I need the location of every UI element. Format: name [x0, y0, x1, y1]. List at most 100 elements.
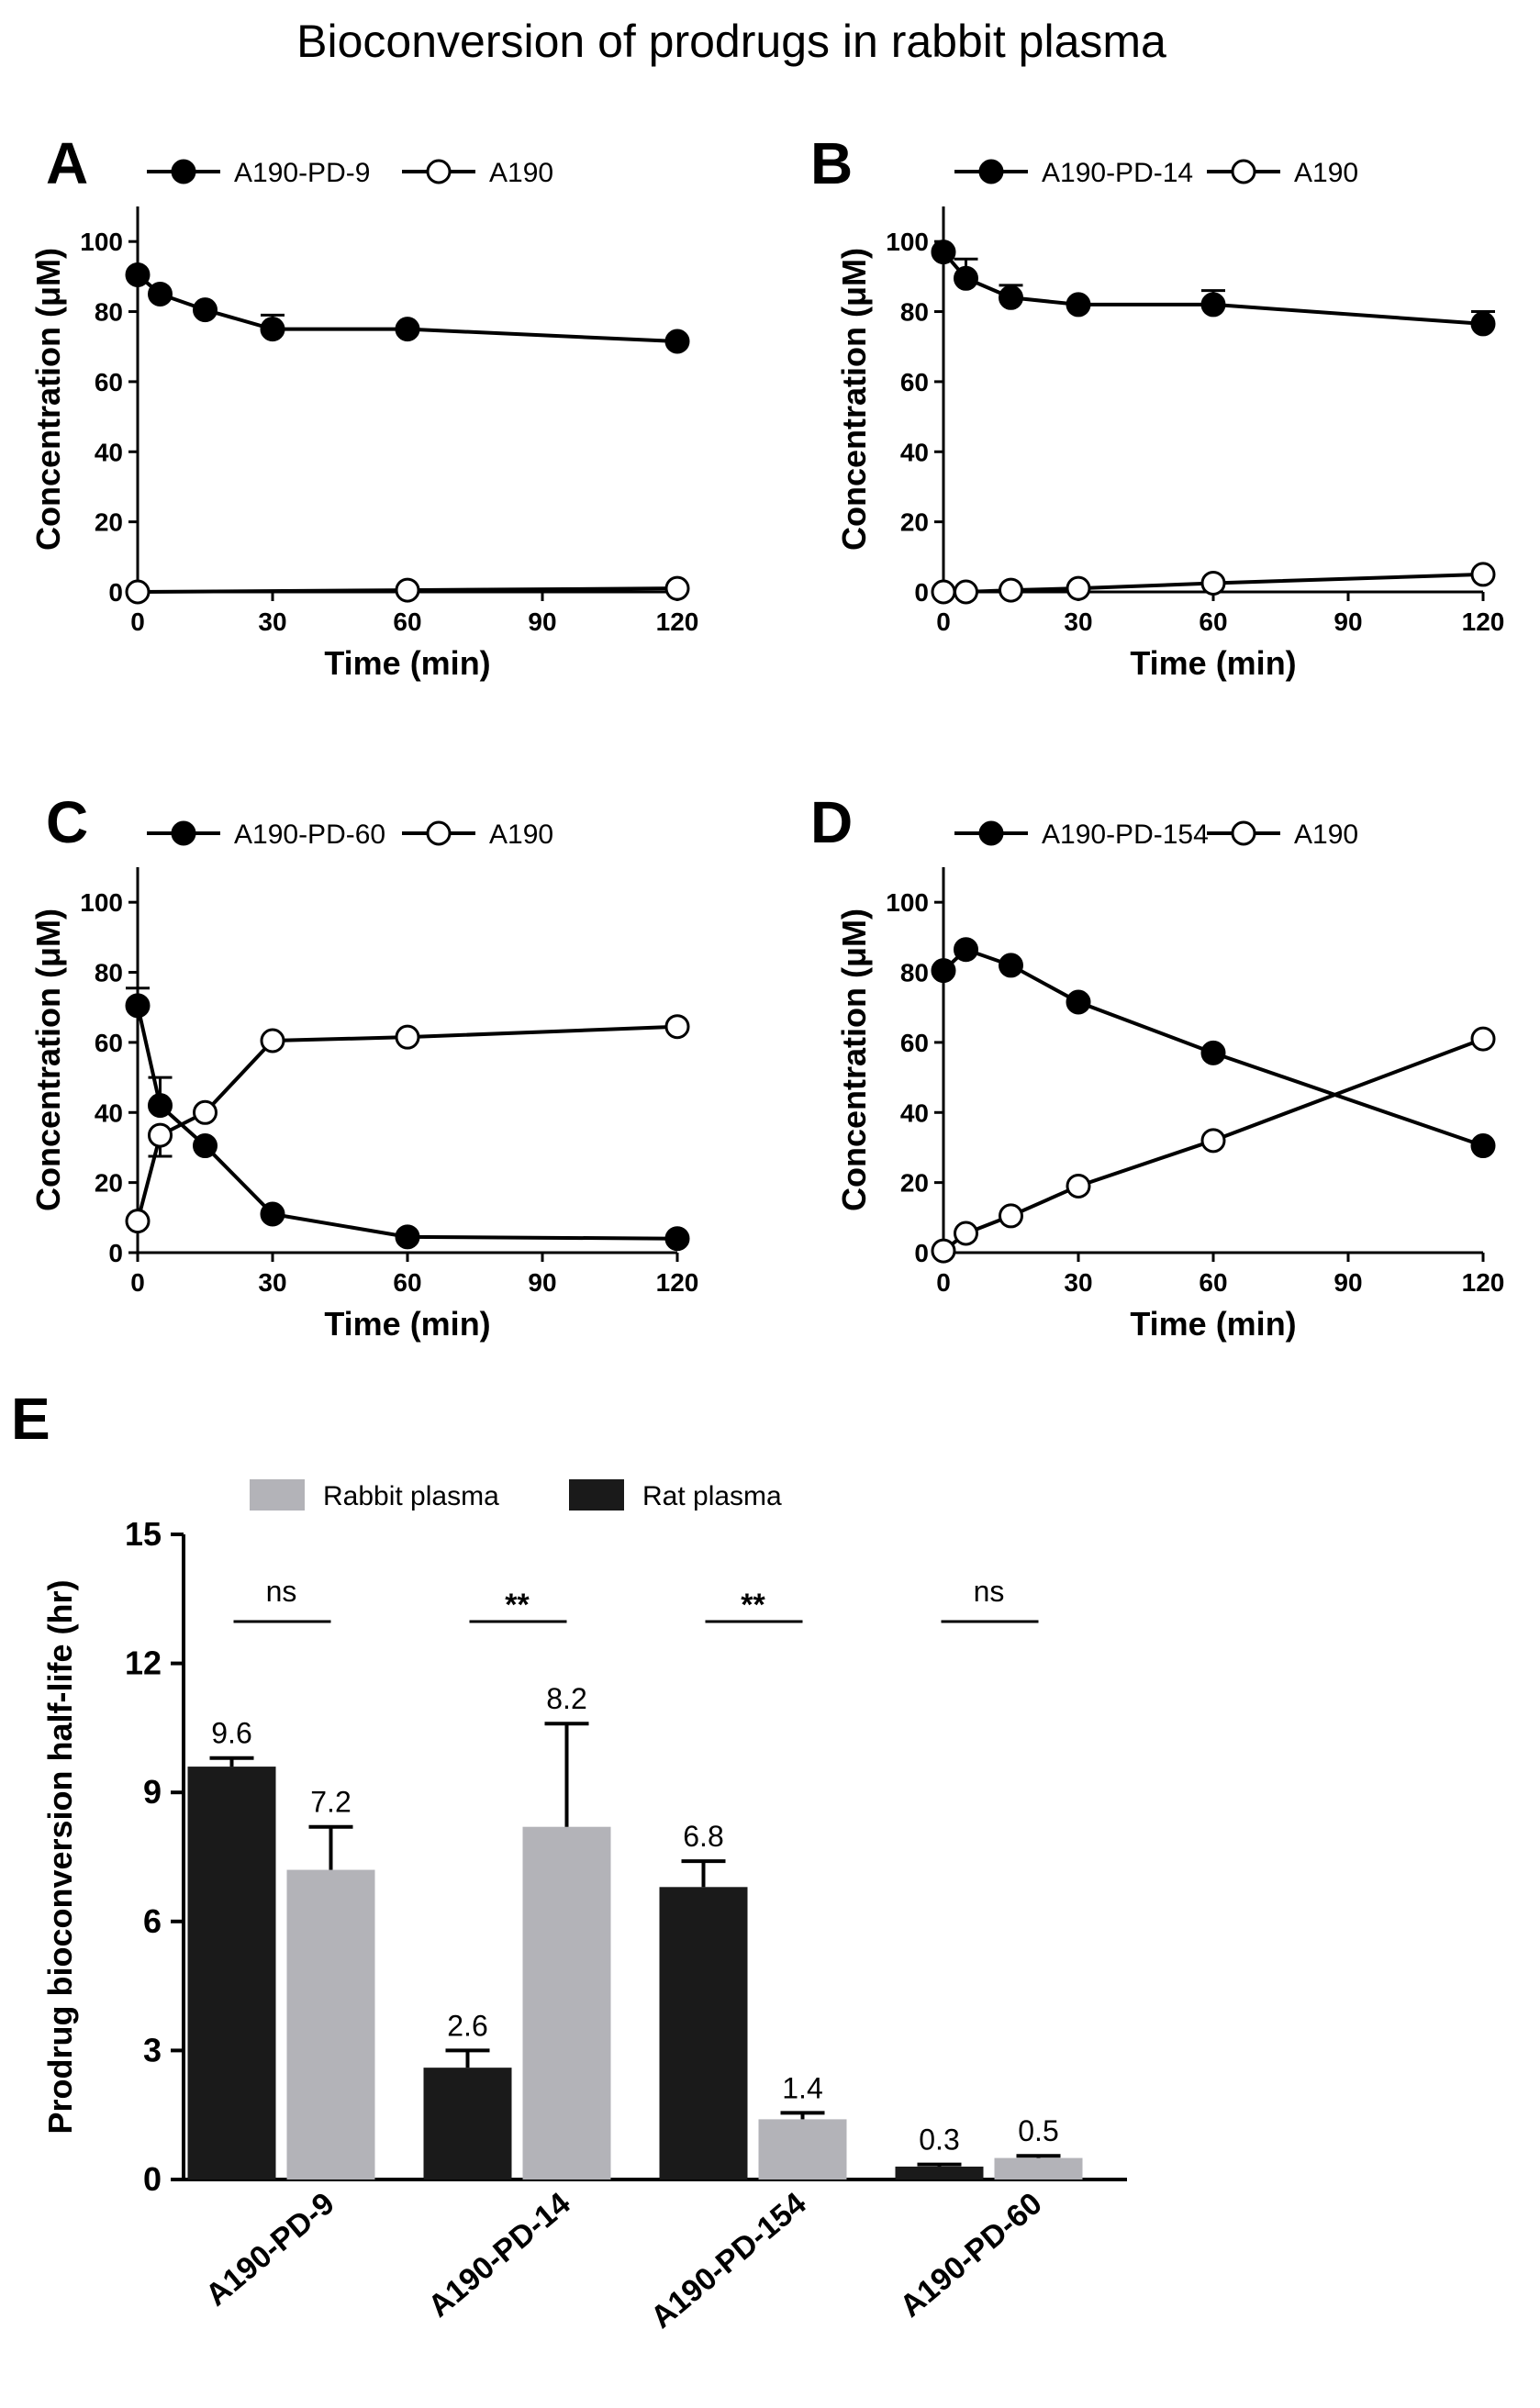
- legend-label: A190-PD-9: [234, 158, 370, 188]
- data-point: [1470, 1133, 1496, 1159]
- legend-marker: [171, 820, 196, 846]
- legend-marker: [978, 159, 1004, 184]
- data-point: [395, 577, 420, 603]
- y-axis-title: Concentration (μM): [835, 909, 873, 1211]
- data-point: [193, 1133, 218, 1159]
- y-tick-label: 40: [900, 438, 929, 466]
- y-tick-label: 80: [900, 959, 929, 987]
- data-point: [125, 993, 151, 1019]
- x-tick-label: 0: [936, 1268, 951, 1297]
- data-point: [260, 317, 285, 342]
- bar-value-label: 9.6: [211, 1717, 251, 1750]
- y-tick-label: 20: [95, 508, 123, 537]
- data-point: [1470, 311, 1496, 337]
- x-tick-label: 0: [130, 608, 145, 636]
- data-point: [1470, 1026, 1496, 1052]
- panel-letter-e: E: [11, 1386, 50, 1452]
- y-tick-label: 6: [143, 1902, 162, 1940]
- y-tick-label: 20: [900, 508, 929, 537]
- data-point: [395, 1224, 420, 1250]
- y-tick-label: 40: [900, 1098, 929, 1127]
- x-tick-label: 30: [1064, 608, 1092, 636]
- category-label: A190-PD-154: [644, 2186, 813, 2336]
- data-point: [1066, 1173, 1091, 1198]
- x-tick-label: 120: [656, 1268, 699, 1297]
- data-point: [125, 262, 151, 287]
- legend-label: A190: [1294, 819, 1358, 850]
- data-point: [999, 284, 1023, 310]
- data-point: [999, 953, 1023, 978]
- x-axis-title: Time (min): [324, 1305, 490, 1343]
- x-tick-label: 60: [393, 608, 421, 636]
- x-tick-label: 90: [528, 1268, 556, 1297]
- bar: [187, 1767, 276, 2179]
- significance-label: **: [741, 1588, 765, 1622]
- series-line: [136, 1024, 678, 1222]
- data-point: [193, 1099, 218, 1125]
- bar: [758, 2119, 847, 2179]
- y-tick-label: 100: [80, 888, 123, 917]
- data-point: [125, 1209, 151, 1234]
- panel-b: B 0 20 40 60 80 100 0 30 60 90 120 Time (min) Concen…: [810, 130, 1504, 682]
- data-point: [260, 1028, 285, 1054]
- x-tick-label: 120: [1462, 1268, 1505, 1297]
- y-tick-label: 80: [95, 959, 123, 987]
- data-point: [954, 579, 978, 605]
- data-point: [125, 579, 151, 605]
- legend-label: A190-PD-154: [1042, 819, 1209, 850]
- y-tick-label: 40: [95, 1098, 123, 1127]
- legend-label: A190: [489, 819, 553, 850]
- series-line: [136, 1005, 678, 1241]
- y-tick-label: 15: [125, 1515, 162, 1553]
- category-label: A190-PD-14: [421, 2186, 576, 2324]
- legend-label: Rat plasma: [642, 1481, 782, 1511]
- data-point: [148, 1122, 173, 1148]
- x-tick-label: 30: [1064, 1268, 1092, 1297]
- data-point: [954, 265, 978, 291]
- bar-value-label: 7.2: [310, 1786, 351, 1819]
- x-tick-label: 60: [393, 1268, 421, 1297]
- panel-letter-b: B: [810, 130, 853, 196]
- bar: [895, 2166, 984, 2179]
- y-tick-label: 20: [900, 1169, 929, 1198]
- y-tick-label: 60: [900, 368, 929, 396]
- bar: [286, 1869, 375, 2179]
- data-point: [931, 958, 956, 984]
- data-point: [1200, 570, 1226, 596]
- category-label: A190-PD-60: [893, 2186, 1048, 2324]
- panel-a: A 0 20 40 60 80 100 0 30 60 90 120 Time (min) Concen…: [29, 130, 698, 682]
- legend-swatch: [569, 1479, 624, 1511]
- bar: [522, 1826, 611, 2179]
- data-point: [931, 579, 956, 605]
- data-point: [954, 1221, 978, 1246]
- y-tick-label: 20: [95, 1169, 123, 1198]
- bar-value-label: 0.3: [919, 2124, 959, 2157]
- bar-value-label: 8.2: [546, 1682, 586, 1715]
- x-tick-label: 30: [258, 1268, 286, 1297]
- x-axis-title: Time (min): [324, 644, 490, 682]
- legend-label: A190-PD-14: [1042, 158, 1193, 188]
- y-axis-title: Prodrug bioconversion half-life (hr): [41, 1579, 79, 2134]
- panel-letter-c: C: [46, 789, 88, 855]
- panel-c: C 0 20 40 60 80 100 0 30 60 90 120 Time (min) Concen…: [29, 789, 698, 1343]
- y-tick-label: 60: [95, 1029, 123, 1057]
- data-point: [664, 575, 690, 601]
- x-tick-label: 120: [1462, 608, 1505, 636]
- y-tick-label: 0: [914, 578, 929, 607]
- y-tick-label: 40: [95, 438, 123, 466]
- x-tick-label: 90: [1334, 1268, 1362, 1297]
- data-point: [999, 577, 1023, 603]
- legend-label: A190: [1294, 158, 1358, 188]
- data-point: [1200, 292, 1226, 318]
- y-tick-label: 100: [886, 228, 929, 256]
- data-point: [395, 1024, 420, 1050]
- y-tick-label: 3: [143, 2031, 162, 2068]
- x-tick-label: 120: [656, 608, 699, 636]
- data-point: [931, 240, 956, 265]
- x-tick-label: 60: [1199, 608, 1227, 636]
- data-point: [193, 297, 218, 323]
- legend-swatch: [250, 1479, 305, 1511]
- significance-label: ns: [266, 1575, 297, 1608]
- bar: [423, 2068, 512, 2179]
